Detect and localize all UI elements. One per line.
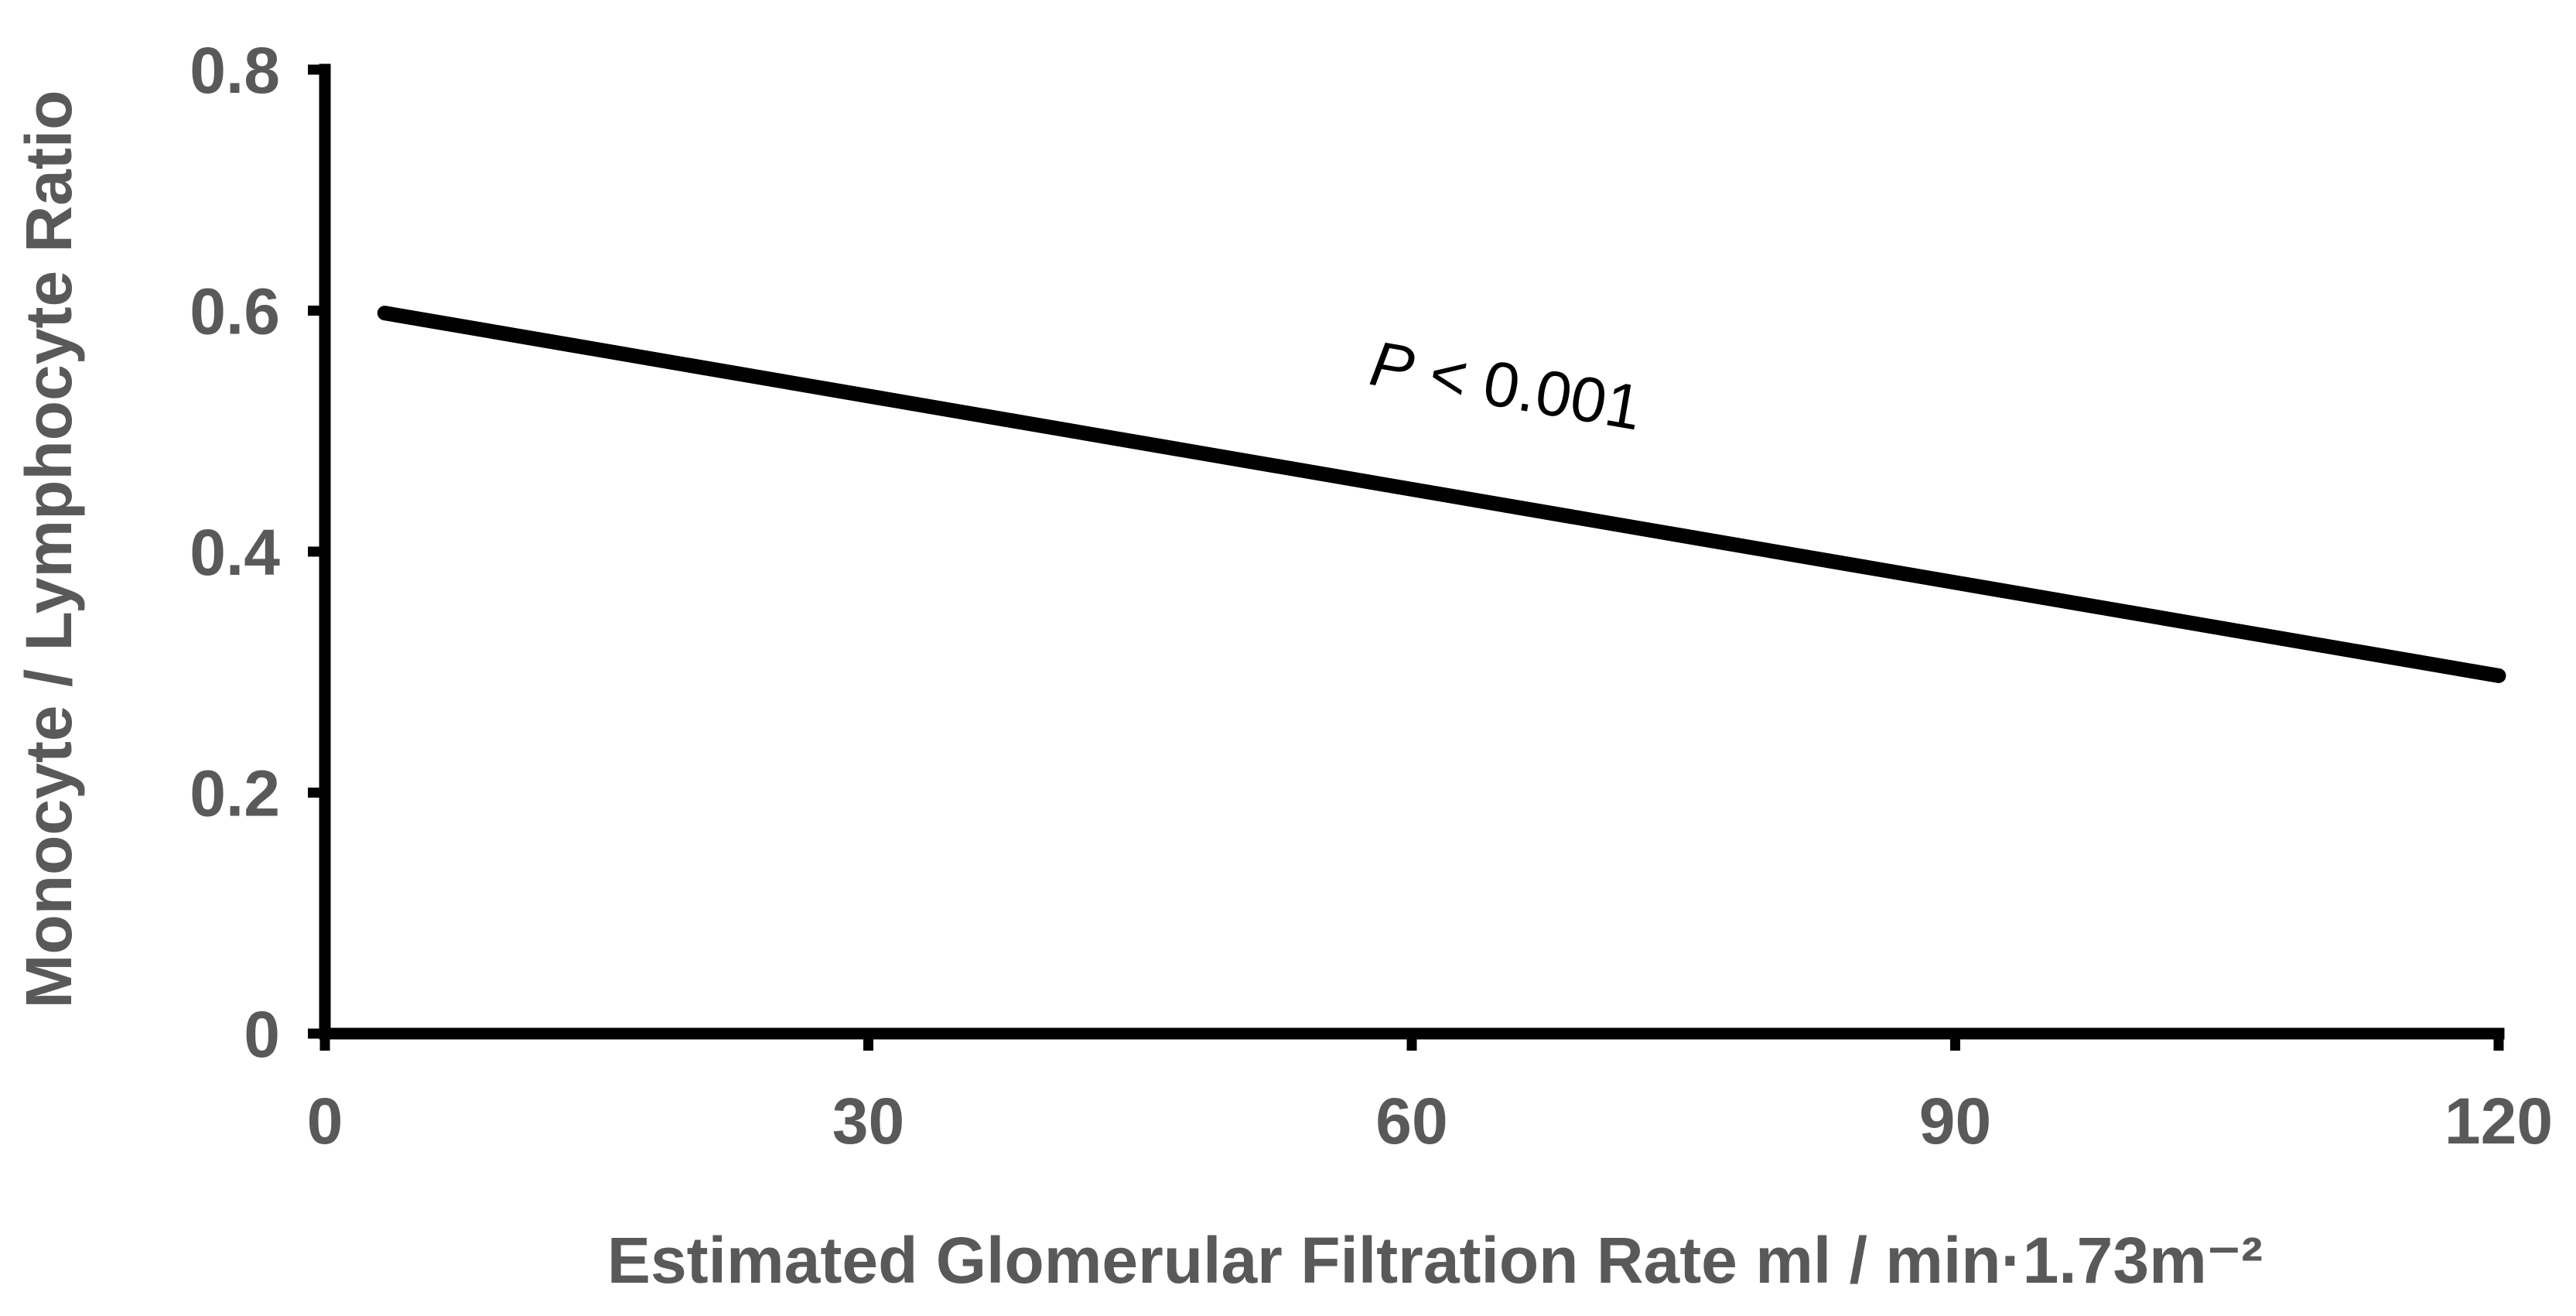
x-axis: 0 30 60 90 120 [307, 1027, 2553, 1157]
series-line-0 [377, 306, 2506, 683]
series-layer [377, 306, 2506, 683]
x-tick-label: 120 [2444, 1085, 2553, 1157]
x-tick-label: 0 [307, 1085, 343, 1157]
y-axis: 0 0.2 0.4 0.6 0.8 [190, 34, 331, 1071]
y-axis-title: Monocyte / Lymphocyte Ratio [12, 90, 85, 1008]
y-tick-label: 0 [244, 998, 280, 1071]
p-value-text: < 0.001 [1407, 336, 1647, 444]
y-tick-label: 0.2 [190, 757, 280, 830]
x-tick-label: 60 [1375, 1085, 1447, 1157]
y-tick-label: 0.4 [190, 516, 280, 589]
x-tick-label: 30 [832, 1085, 904, 1157]
y-tick-label: 0.8 [190, 34, 280, 107]
y-tick-label: 0.6 [190, 275, 280, 348]
p-value-annotation: P < 0.001 [1365, 328, 1647, 443]
x-axis-title: Estimated Glomerular Filtration Rate ml … [607, 1224, 2263, 1297]
x-tick-label: 90 [1919, 1085, 1991, 1157]
